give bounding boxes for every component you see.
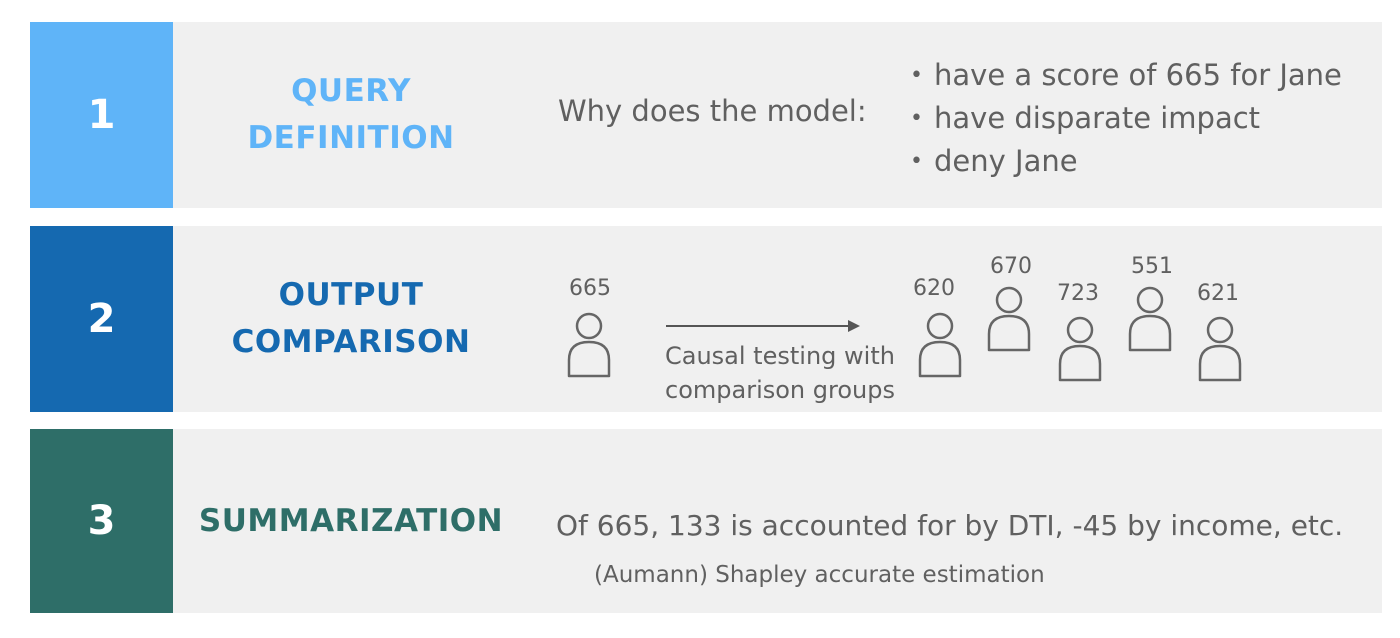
person-icon [567,312,611,378]
person-icon [1198,316,1242,382]
list-item-text: have a score of 665 for Jane [934,58,1342,92]
step-title-line: SUMMARIZATION [198,502,504,539]
arrow-label-line: Causal testing with [665,342,895,370]
step-title: OUTPUT COMPARISON [173,226,529,412]
step-title-line: COMPARISON [231,324,471,360]
arrow-label: Causal testing with comparison groups [665,339,895,407]
summary-text: Of 665, 133 is accounted for by DTI, -45… [556,509,1344,542]
arrow-label-line: comparison groups [665,376,895,404]
step-title-line: OUTPUT [278,277,424,313]
person-icon [1058,316,1102,382]
comparison-score: 670 [990,254,1032,279]
person-icon [918,312,962,378]
step-output-comparison: 2 OUTPUT COMPARISON 665 Causal testing w… [30,226,1382,412]
step-number: 2 [30,226,173,412]
step-number: 3 [30,429,173,613]
step-title-line: QUERY [291,73,411,109]
list-item-text: have disparate impact [934,101,1261,135]
step-title: QUERY DEFINITION [173,22,529,208]
comparison-score: 621 [1197,281,1239,306]
query-list: • have a score of 665 for Jane • have disp… [910,54,1342,183]
comparison-score: 620 [913,276,955,301]
step-query-definition: 1 QUERY DEFINITION Why does the model: •… [30,22,1382,208]
step-summarization: 3 SUMMARIZATION Of 665, 133 is accounted… [30,429,1382,613]
step-title: SUMMARIZATION [173,429,529,613]
subject-score: 665 [569,276,611,301]
list-item: • deny Jane [910,140,1342,183]
query-question: Why does the model: [558,94,867,128]
list-item-text: deny Jane [934,144,1078,178]
list-item: • have disparate impact [910,97,1342,140]
bullet-icon: • [910,149,923,174]
step-title-line: DEFINITION [247,120,455,156]
step-number: 1 [30,22,173,208]
comparison-score: 551 [1131,254,1173,279]
person-icon [1128,286,1172,352]
bullet-icon: • [910,63,923,88]
bullet-icon: • [910,106,923,131]
comparison-score: 723 [1057,281,1099,306]
arrow-icon [666,320,860,332]
person-icon [987,286,1031,352]
list-item: • have a score of 665 for Jane [910,54,1342,97]
method-text: (Aumann) Shapley accurate estimation [594,562,1045,588]
